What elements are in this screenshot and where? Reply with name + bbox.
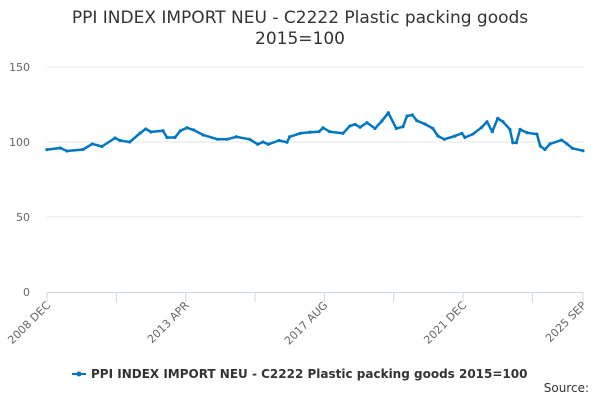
data-point	[298, 131, 302, 135]
data-point	[463, 135, 467, 140]
data-point	[560, 138, 564, 142]
chart-title-line1: PPI INDEX IMPORT NEU - C2222 Plastic pac…	[71, 8, 529, 28]
data-point	[321, 126, 325, 130]
data-point	[100, 144, 104, 149]
data-point	[394, 126, 398, 131]
data-point	[514, 141, 518, 145]
data-point	[261, 140, 265, 144]
y-tick-label: 100	[9, 136, 30, 149]
data-point	[496, 116, 500, 120]
data-point	[185, 126, 189, 130]
data-point	[277, 138, 281, 143]
data-point	[341, 131, 345, 135]
data-point	[118, 138, 122, 143]
data-point	[538, 144, 542, 148]
x-tick-label: 2008 DEC	[5, 299, 53, 347]
data-point	[380, 119, 384, 123]
data-point	[285, 140, 289, 144]
data-point	[565, 142, 569, 146]
data-point	[128, 140, 132, 144]
legend: PPI INDEX IMPORT NEU - C2222 Plastic pac…	[72, 367, 527, 381]
source-label: Source:	[543, 381, 589, 395]
x-tick-label: 2025 SEP	[543, 299, 589, 345]
data-point	[113, 136, 117, 140]
y-tick-label: 150	[9, 61, 30, 74]
data-point	[501, 120, 505, 124]
data-point	[548, 142, 552, 146]
chart-title-line2: 2015=100	[255, 29, 345, 49]
x-tick-label: 2017 AUG	[282, 299, 331, 348]
data-point	[511, 141, 515, 145]
data-point	[90, 142, 94, 146]
series-line	[46, 111, 584, 153]
data-point	[353, 122, 357, 126]
data-point	[431, 126, 435, 131]
data-point	[508, 127, 512, 131]
data-point	[65, 149, 69, 153]
data-point	[415, 119, 419, 123]
data-point	[535, 132, 539, 136]
data-point	[543, 147, 547, 152]
data-point	[161, 129, 165, 133]
data-point	[471, 132, 475, 136]
data-point	[256, 142, 260, 146]
y-tick-label: 50	[16, 211, 30, 224]
data-point	[423, 122, 427, 126]
data-point	[138, 131, 142, 135]
data-point	[225, 137, 229, 141]
data-point	[144, 127, 148, 131]
data-point	[348, 124, 352, 128]
data-point	[405, 114, 409, 118]
data-point	[518, 127, 522, 131]
data-point	[570, 146, 574, 150]
data-point	[525, 131, 529, 135]
legend-marker-icon	[76, 371, 82, 377]
data-point	[328, 130, 332, 134]
data-point	[165, 135, 169, 140]
data-point	[490, 130, 494, 134]
data-point	[453, 134, 457, 138]
data-point	[192, 128, 196, 132]
data-point	[358, 125, 362, 129]
data-point	[58, 146, 62, 150]
data-point	[308, 130, 312, 134]
data-point	[216, 137, 220, 141]
data-point	[365, 121, 369, 125]
data-point	[480, 125, 484, 129]
data-point	[401, 125, 405, 129]
data-point	[581, 149, 585, 153]
data-point	[442, 137, 446, 141]
data-point	[410, 113, 414, 117]
data-point	[436, 134, 440, 138]
data-point	[288, 135, 292, 139]
data-point	[81, 147, 85, 152]
y-tick-label: 0	[23, 286, 30, 299]
x-tick-label: 2021 DEC	[421, 299, 469, 347]
data-point	[485, 120, 489, 124]
chart-title: PPI INDEX IMPORT NEU - C2222 Plastic pac…	[0, 8, 600, 50]
data-point	[373, 126, 377, 131]
x-tick-label: 2013 APR	[145, 299, 192, 346]
data-point	[248, 137, 252, 141]
data-point	[234, 135, 238, 139]
data-point	[266, 142, 270, 146]
data-point	[178, 129, 182, 133]
data-point	[386, 111, 390, 115]
data-point	[45, 148, 49, 152]
data-point	[201, 133, 205, 137]
data-point	[149, 130, 153, 134]
data-point	[173, 135, 177, 140]
data-point	[317, 130, 321, 134]
data-point	[460, 131, 464, 135]
legend-item-label: PPI INDEX IMPORT NEU - C2222 Plastic pac…	[91, 367, 527, 381]
